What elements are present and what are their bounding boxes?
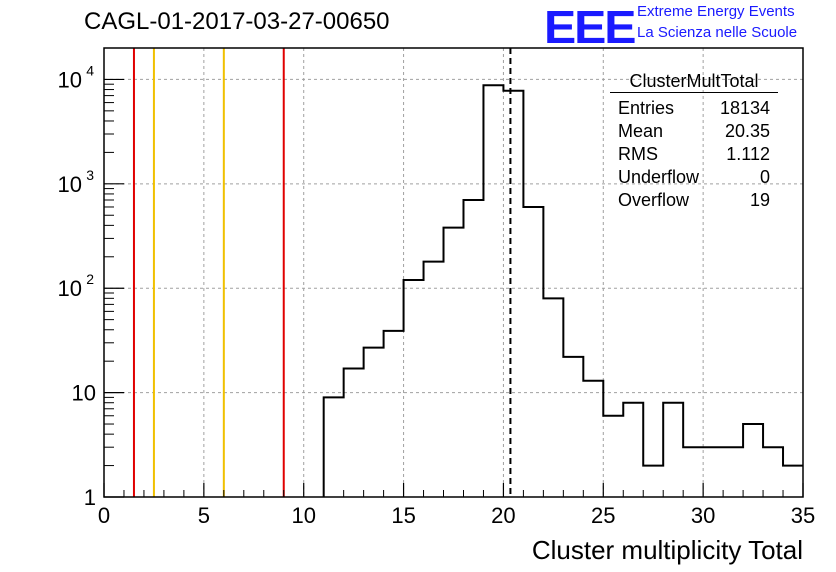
threshold-lines	[132, 48, 285, 497]
y-tick-label: 10	[58, 172, 82, 197]
y-tick-label: 10	[58, 276, 82, 301]
x-tick-label: 20	[491, 503, 515, 528]
stats-label: Mean	[618, 121, 664, 141]
stats-label: Underflow	[618, 167, 700, 187]
x-axis-label: Cluster multiplicity Total	[531, 535, 803, 565]
y-tick-label: 1	[84, 485, 96, 510]
stats-label: Overflow	[618, 190, 690, 210]
y-tick-exponent: 3	[86, 167, 94, 183]
stats-row-mean: Mean 20.35	[610, 120, 778, 143]
stats-row-entries: Entries 18134	[610, 97, 778, 120]
eee-logo: EEE	[544, 1, 636, 53]
x-tick-label: 35	[791, 503, 815, 528]
y-tick-label: 10	[72, 381, 96, 406]
grid-lines	[104, 48, 803, 497]
x-tick-label: 5	[198, 503, 210, 528]
stats-row-underflow: Underflow 0	[610, 166, 778, 189]
stats-row-overflow: Overflow 19	[610, 189, 778, 212]
stats-value: 18134	[719, 98, 770, 118]
brand-line-2: La Scienza nelle Scuole	[637, 24, 798, 41]
stats-value: 0	[759, 167, 770, 187]
plot-title: CAGL-01-2017-03-27-00650	[84, 8, 390, 35]
stats-value: 19	[749, 190, 770, 210]
x-tick-label: 30	[691, 503, 715, 528]
plot-frame	[103, 47, 804, 498]
x-tick-label: 15	[391, 503, 415, 528]
brand-line-1: Extreme Energy Events	[637, 3, 795, 20]
x-tick-label: 0	[98, 503, 110, 528]
y-tick-exponent: 4	[86, 62, 94, 78]
stats-label: RMS	[618, 144, 658, 164]
stats-label: Entries	[618, 98, 675, 118]
stats-value: 1.112	[726, 144, 770, 164]
stats-box: ClusterMultTotal Entries 18134 Mean 20.3…	[610, 70, 778, 212]
y-tick-label: 10	[58, 67, 82, 92]
x-tick-label: 10	[291, 503, 315, 528]
stats-row-rms: RMS 1.112	[610, 143, 778, 166]
stats-title: ClusterMultTotal	[610, 70, 778, 93]
x-tick-label: 25	[591, 503, 615, 528]
y-tick-exponent: 2	[86, 271, 94, 287]
histogram-outline	[322, 84, 803, 497]
stats-value: 20.35	[724, 121, 770, 141]
